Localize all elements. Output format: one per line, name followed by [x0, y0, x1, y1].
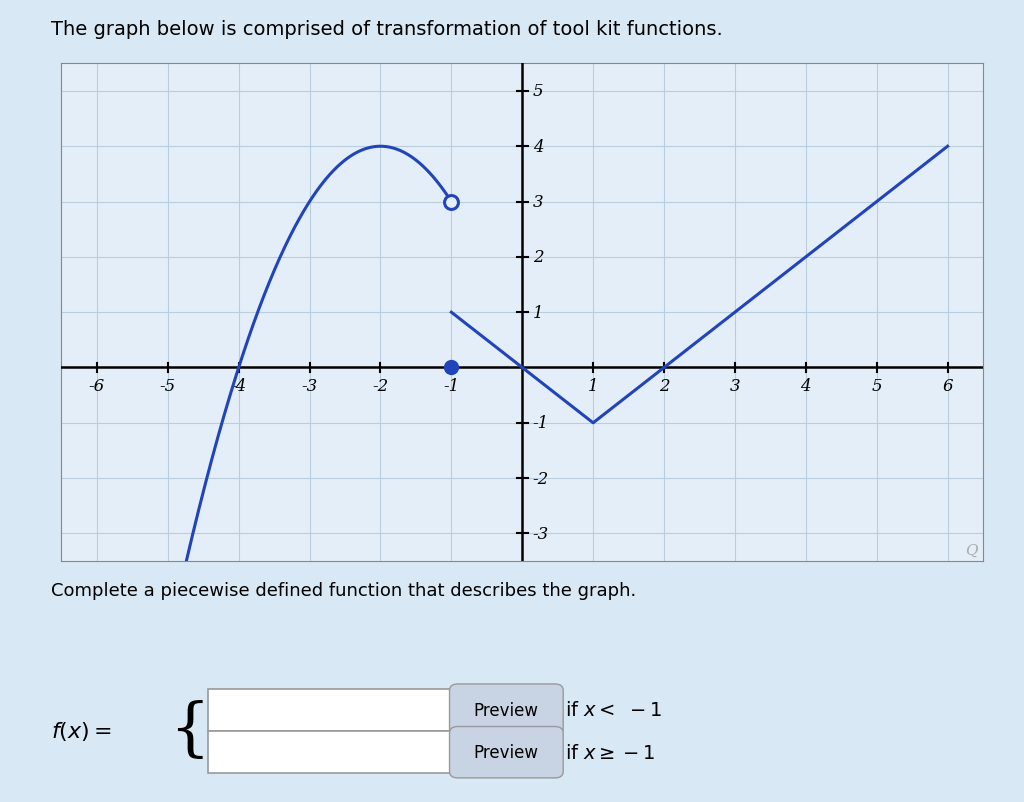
Text: -4: -4: [230, 378, 247, 395]
Text: -3: -3: [301, 378, 317, 395]
Text: 1: 1: [588, 378, 598, 395]
Text: 4: 4: [532, 139, 544, 156]
Text: Complete a piecewise defined function that describes the graph.: Complete a piecewise defined function th…: [51, 581, 637, 599]
Text: {: {: [169, 700, 210, 762]
Text: if $x \geq -1$: if $x \geq -1$: [565, 743, 655, 762]
Text: 3: 3: [532, 194, 544, 211]
Text: 2: 2: [532, 249, 544, 266]
Text: The graph below is comprised of transformation of tool kit functions.: The graph below is comprised of transfor…: [51, 20, 723, 39]
Text: if $x <\ -1$: if $x <\ -1$: [565, 700, 663, 719]
Text: Preview: Preview: [474, 701, 539, 719]
Text: 4: 4: [801, 378, 811, 395]
Text: -5: -5: [160, 378, 176, 395]
Text: -2: -2: [373, 378, 388, 395]
Text: 5: 5: [871, 378, 882, 395]
Text: 6: 6: [942, 378, 953, 395]
Text: -3: -3: [532, 525, 549, 542]
Text: Preview: Preview: [474, 743, 539, 761]
Text: 5: 5: [532, 83, 544, 100]
Text: 1: 1: [532, 304, 544, 322]
Text: 2: 2: [658, 378, 670, 395]
Text: -1: -1: [443, 378, 460, 395]
Text: Q: Q: [966, 544, 978, 557]
Text: -1: -1: [532, 415, 549, 431]
Text: -2: -2: [532, 470, 549, 487]
Text: -6: -6: [89, 378, 105, 395]
Text: 3: 3: [730, 378, 740, 395]
Text: $f(x) =$: $f(x) =$: [51, 719, 113, 743]
